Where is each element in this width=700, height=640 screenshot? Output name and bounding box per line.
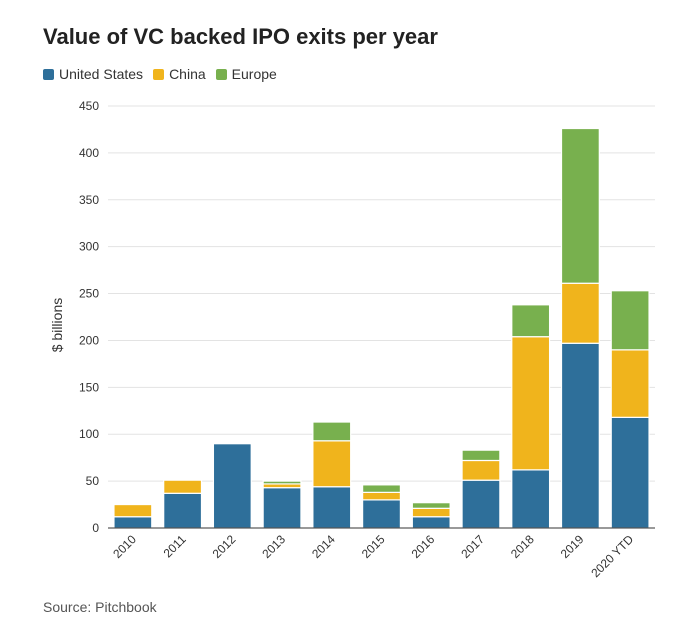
bar-2011-china[interactable] [163,479,203,494]
y-axis-ticks: 0 50 100 150 200 250 300 350 400 450 [79,99,99,535]
legend-swatch-united-states [43,68,54,80]
x-tick-label-2016: 2016 [409,532,438,561]
legend-swatch-china [153,68,165,80]
bar-2014-china[interactable] [312,440,352,488]
x-tick-label-2018: 2018 [508,532,537,561]
bar-2015-china[interactable] [362,491,401,501]
bar-2018-united-states[interactable] [511,469,551,529]
bar-2020-ytd-united-states[interactable] [610,416,650,529]
legend-label-united-states: United States [59,66,144,82]
legend-item-china[interactable]: China [153,66,206,82]
bar-2017-china[interactable] [461,459,501,481]
bar-2016-china[interactable] [411,507,451,518]
legend-item-united-states[interactable]: United States [43,66,143,82]
y-tick-label-0: 0 [92,521,99,535]
bar-2016-europe[interactable] [411,502,451,509]
bar-2017-europe[interactable] [461,449,501,462]
source-note: Source: Pitchbook [43,599,157,615]
x-axis-ticks: 2010 2011 2012 2013 2014 2015 2016 2017 2018 2019… [110,532,636,580]
x-tick-label-2010: 2010 [110,532,139,561]
y-axis-title: $ billions [49,298,65,352]
x-tick-label-2013: 2013 [259,532,288,561]
y-tick-label-450: 450 [79,99,99,113]
bar-2014-united-states[interactable] [312,486,352,529]
bar-2015-united-states[interactable] [362,499,401,529]
bar-2020-ytd-china[interactable] [610,349,650,418]
bar-2018-europe[interactable] [511,304,551,338]
bar-2012-europe[interactable] [212,442,252,445]
bar-2010-united-states[interactable] [113,516,153,529]
bar-2019-europe[interactable] [560,127,600,284]
legend-label-china: China [169,66,206,82]
x-tick-label-2011: 2011 [161,532,189,560]
bar-2015-europe[interactable] [362,484,401,493]
y-tick-label-100: 100 [79,427,99,441]
bar-2011-united-states[interactable] [163,492,203,529]
legend: United States China Europe [43,66,277,82]
y-tick-label-300: 300 [79,240,99,254]
x-tick-label-2012: 2012 [210,532,239,561]
y-tick-label-400: 400 [79,146,99,160]
bar-2013-europe[interactable] [262,480,302,485]
bar-2018-china[interactable] [511,336,551,471]
legend-item-europe[interactable]: Europe [215,66,277,82]
bar-2016-united-states[interactable] [411,516,451,529]
y-tick-label-350: 350 [79,193,99,207]
bar-2019-united-states[interactable] [560,342,600,529]
chart-title: Value of VC backed IPO exits per year [43,24,438,49]
x-tick-label-2019: 2019 [558,532,587,561]
bar-2013-united-states[interactable] [262,487,302,529]
bar-2014-europe[interactable] [312,421,352,442]
bar-2020-ytd-europe[interactable] [610,290,650,351]
y-tick-label-50: 50 [86,474,100,488]
bar-2019-china[interactable] [560,282,600,344]
y-tick-label-150: 150 [79,380,99,394]
x-tick-label-2014: 2014 [309,532,338,561]
y-tick-label-200: 200 [79,333,99,347]
bar-2012-united-states[interactable] [212,443,252,529]
x-tick-label-2017: 2017 [458,532,487,561]
bars [113,127,650,529]
y-tick-label-250: 250 [79,287,99,301]
bar-2017-united-states[interactable] [461,479,501,529]
legend-swatch-europe [215,68,227,80]
legend-label-europe: Europe [231,66,277,82]
x-tick-label-2020-ytd: 2020 YTD [588,532,636,580]
bar-2010-china[interactable] [113,503,153,518]
x-tick-label-2015: 2015 [359,532,388,561]
